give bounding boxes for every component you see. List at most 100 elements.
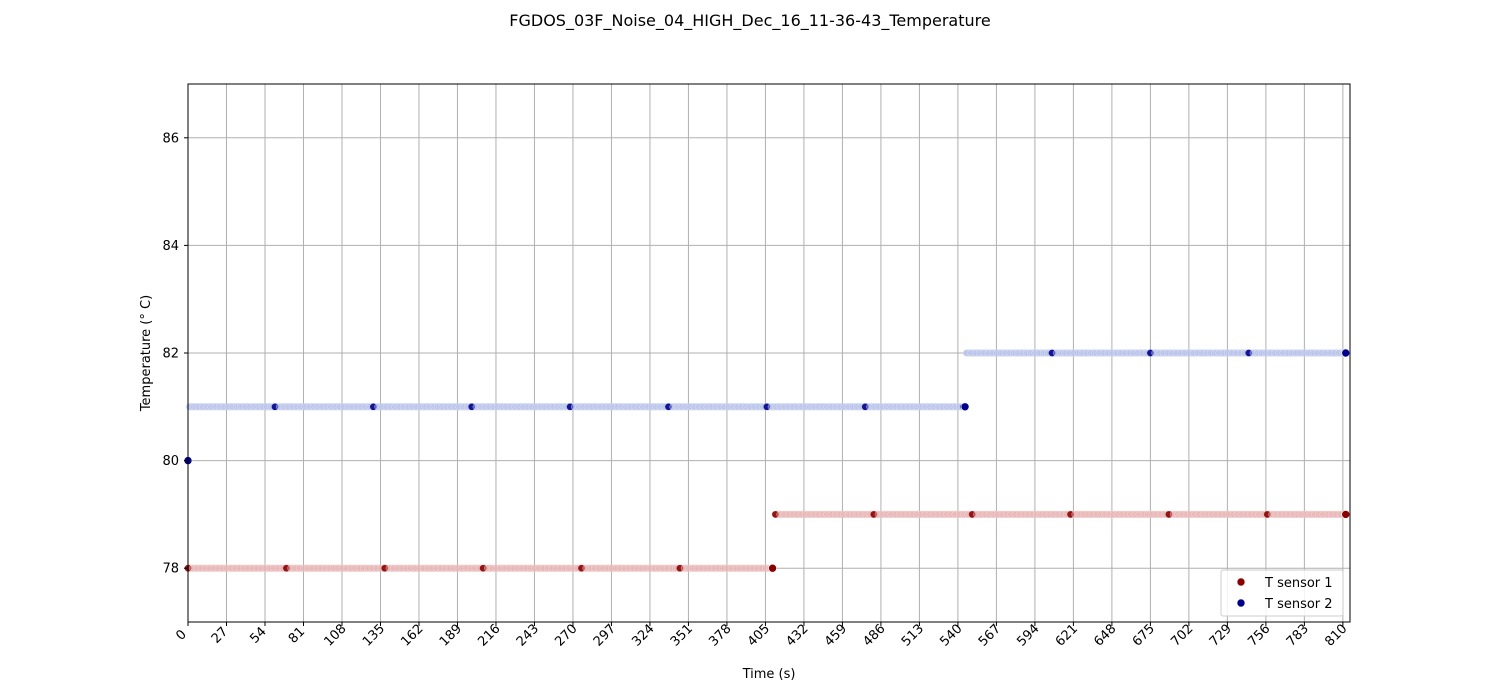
data-point-sensor-2	[352, 403, 360, 411]
data-point-sensor-1	[381, 564, 389, 572]
data-point-sensor-1	[925, 511, 933, 518]
data-point-sensor-1	[330, 564, 337, 572]
data-point-sensor-1	[492, 564, 500, 572]
x-tick-label: 162	[398, 621, 426, 649]
data-point-sensor-1	[784, 511, 792, 518]
data-point-sensor-1	[484, 564, 491, 572]
data-point-sensor-2	[600, 403, 608, 411]
data-point-sensor-1	[1293, 511, 1301, 518]
data-point-sensor-1	[595, 564, 603, 572]
data-point-sensor-2	[566, 403, 574, 411]
data-point-sensor-1	[398, 564, 406, 572]
data-point-sensor-1	[1058, 511, 1066, 518]
x-tick-label: 756	[1245, 621, 1273, 649]
data-point-sensor-1	[1139, 511, 1147, 518]
data-point-sensor-2	[1253, 349, 1261, 357]
data-point-sensor-2	[737, 403, 745, 411]
data-point-sensor-1	[214, 564, 222, 572]
data-point-sensor-1	[321, 564, 329, 572]
data-point-sensor-1	[1216, 511, 1224, 518]
data-point-sensor-1	[732, 564, 739, 572]
x-tick-label: 729	[1207, 621, 1235, 649]
data-point-sensor-2	[220, 403, 228, 411]
data-point-sensor-1	[1011, 511, 1019, 518]
data-point-sensor-1	[1015, 511, 1023, 518]
data-point-sensor-1	[471, 564, 478, 572]
data-point-sensor-2	[801, 403, 809, 411]
data-point-sensor-1	[1341, 510, 1351, 519]
data-point-sensor-2	[1215, 349, 1223, 357]
data-point-sensor-2	[541, 403, 548, 411]
data-point-sensor-2	[446, 403, 454, 411]
x-tick-label: 243	[514, 621, 542, 649]
data-point-sensor-1	[943, 511, 950, 518]
data-point-sensor-1	[819, 511, 826, 518]
data-point-sensor-2	[767, 403, 775, 411]
data-point-sensor-1	[1263, 511, 1271, 518]
data-point-sensor-1	[231, 564, 239, 572]
data-point-sensor-2	[1070, 349, 1077, 357]
data-point-sensor-1	[757, 564, 765, 572]
data-point-sensor-2	[1318, 349, 1325, 357]
data-point-sensor-2	[1262, 349, 1270, 357]
y-tick-label: 80	[162, 454, 179, 469]
data-point-sensor-2	[1275, 349, 1283, 357]
data-point-sensor-1	[419, 564, 427, 572]
data-point-sensor-1	[810, 511, 818, 518]
data-point-sensor-2	[549, 403, 557, 411]
data-point-sensor-2	[988, 349, 996, 357]
data-point-sensor-2	[545, 403, 553, 411]
data-point-sensor-2	[1189, 349, 1197, 357]
data-point-sensor-2	[310, 403, 317, 411]
data-point-sensor-1	[1135, 511, 1143, 518]
data-point-sensor-1	[801, 511, 809, 518]
data-point-sensor-1	[934, 511, 942, 518]
data-point-sensor-2	[1283, 349, 1291, 357]
data-point-sensor-2	[754, 403, 762, 411]
data-point-sensor-1	[253, 564, 260, 572]
y-tick-label: 86	[162, 131, 179, 146]
data-point-sensor-1	[372, 564, 380, 572]
data-point-sensor-1	[857, 511, 865, 518]
data-point-sensor-2	[1292, 349, 1300, 357]
data-point-sensor-2	[1266, 349, 1274, 357]
data-point-sensor-1	[1079, 511, 1087, 518]
data-point-sensor-2	[1313, 349, 1321, 357]
data-point-sensor-1	[441, 564, 449, 572]
data-point-sensor-2	[378, 403, 386, 411]
data-point-sensor-2	[1108, 349, 1116, 357]
data-point-sensor-1	[772, 511, 779, 518]
data-point-sensor-1	[1101, 511, 1109, 518]
data-point-sensor-2	[810, 403, 818, 411]
data-point-sensor-2	[340, 403, 347, 411]
data-point-sensor-1	[210, 564, 218, 572]
data-point-sensor-2	[618, 403, 625, 411]
data-point-sensor-2	[305, 403, 313, 411]
data-point-sensor-2	[1181, 349, 1189, 357]
data-point-sensor-1	[364, 564, 372, 572]
data-point-sensor-2	[570, 403, 578, 411]
data-point-sensor-1	[509, 564, 517, 572]
data-point-sensor-1	[368, 564, 376, 572]
legend-marker-sensor-1	[1236, 577, 1246, 587]
data-point-sensor-1	[960, 511, 968, 518]
x-tick-label: 270	[552, 621, 580, 649]
data-point-sensor-1	[874, 511, 882, 518]
data-point-sensor-2	[1309, 349, 1317, 357]
data-point-sensor-1	[1204, 511, 1211, 518]
data-point-sensor-2	[301, 403, 309, 411]
data-point-sensor-2	[468, 403, 476, 411]
data-point-sensor-1	[300, 564, 307, 572]
data-point-sensor-2	[438, 403, 446, 411]
data-point-sensor-2	[900, 403, 908, 411]
data-point-sensor-2	[1168, 349, 1176, 357]
data-point-sensor-1	[723, 564, 731, 572]
data-point-sensor-2	[434, 403, 441, 411]
data-point-sensor-2	[1104, 349, 1112, 357]
data-point-sensor-1	[599, 564, 607, 572]
data-point-sensor-2	[980, 349, 987, 357]
data-point-sensor-1	[355, 564, 363, 572]
data-point-sensor-1	[496, 564, 504, 572]
data-point-sensor-1	[428, 564, 436, 572]
data-point-sensor-2	[263, 403, 270, 411]
